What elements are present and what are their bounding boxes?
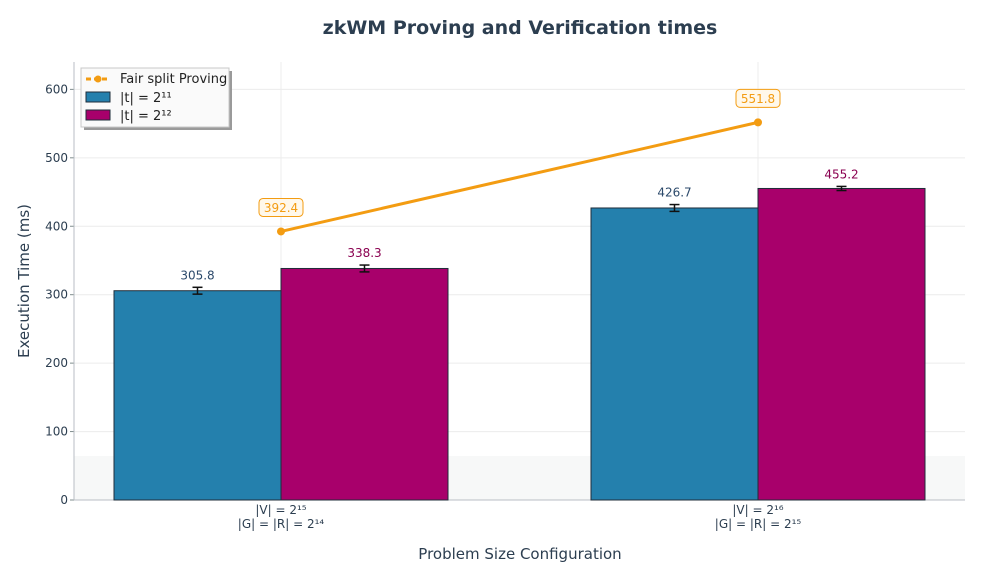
line-point-label: 392.4 — [264, 201, 298, 215]
legend-label: |t| = 2¹² — [120, 109, 172, 124]
legend-line-marker — [94, 75, 102, 83]
line-series — [280, 120, 759, 233]
y-tick-label: 600 — [45, 82, 68, 96]
line-point — [754, 118, 762, 127]
plot-area: 0 100 200 300 400 500 600 305.8 426.7 338.3 455.2 3… — [45, 62, 965, 531]
bar-value-label: 426.7 — [657, 186, 691, 200]
legend-label: |t| = 2¹¹ — [120, 91, 172, 106]
bar-value-label: 338.3 — [347, 246, 381, 260]
bar — [113, 290, 282, 501]
y-tick-label: 500 — [45, 151, 68, 165]
x-axis-label: Problem Size Configuration — [418, 545, 621, 563]
bar — [757, 187, 926, 501]
x-tick-label: |V| = 2¹⁵ — [255, 503, 306, 517]
x-tick-label: |G| = |R| = 2¹⁴ — [238, 517, 325, 531]
bar-value-label: 305.8 — [180, 268, 214, 282]
y-tick-label: 300 — [45, 288, 68, 302]
y-tick-label: 200 — [45, 356, 68, 370]
x-tick-label: |V| = 2¹⁶ — [732, 503, 783, 517]
line-point-label-box — [258, 197, 304, 217]
y-tick-label: 100 — [45, 425, 68, 439]
bar — [590, 207, 759, 501]
bar — [280, 267, 449, 501]
legend: Fair split Proving |t| = 2¹¹ |t| = 2¹² — [80, 67, 232, 130]
line-point-label: 551.8 — [741, 92, 775, 106]
legend-label: Fair split Proving — [120, 72, 227, 87]
y-tick-label: 400 — [45, 219, 68, 233]
line-point — [277, 227, 285, 236]
legend-bar-swatch — [85, 91, 111, 103]
y-axis-label: Execution Time (ms) — [15, 204, 33, 358]
y-tick-label: 0 — [60, 493, 68, 507]
x-tick-label: |G| = |R| = 2¹⁵ — [715, 517, 802, 531]
line-point-label-box — [735, 88, 781, 108]
legend-bar-swatch — [85, 109, 111, 121]
bar-value-label: 455.2 — [824, 167, 858, 181]
chart-title: zkWM Proving and Verification times — [323, 17, 718, 39]
